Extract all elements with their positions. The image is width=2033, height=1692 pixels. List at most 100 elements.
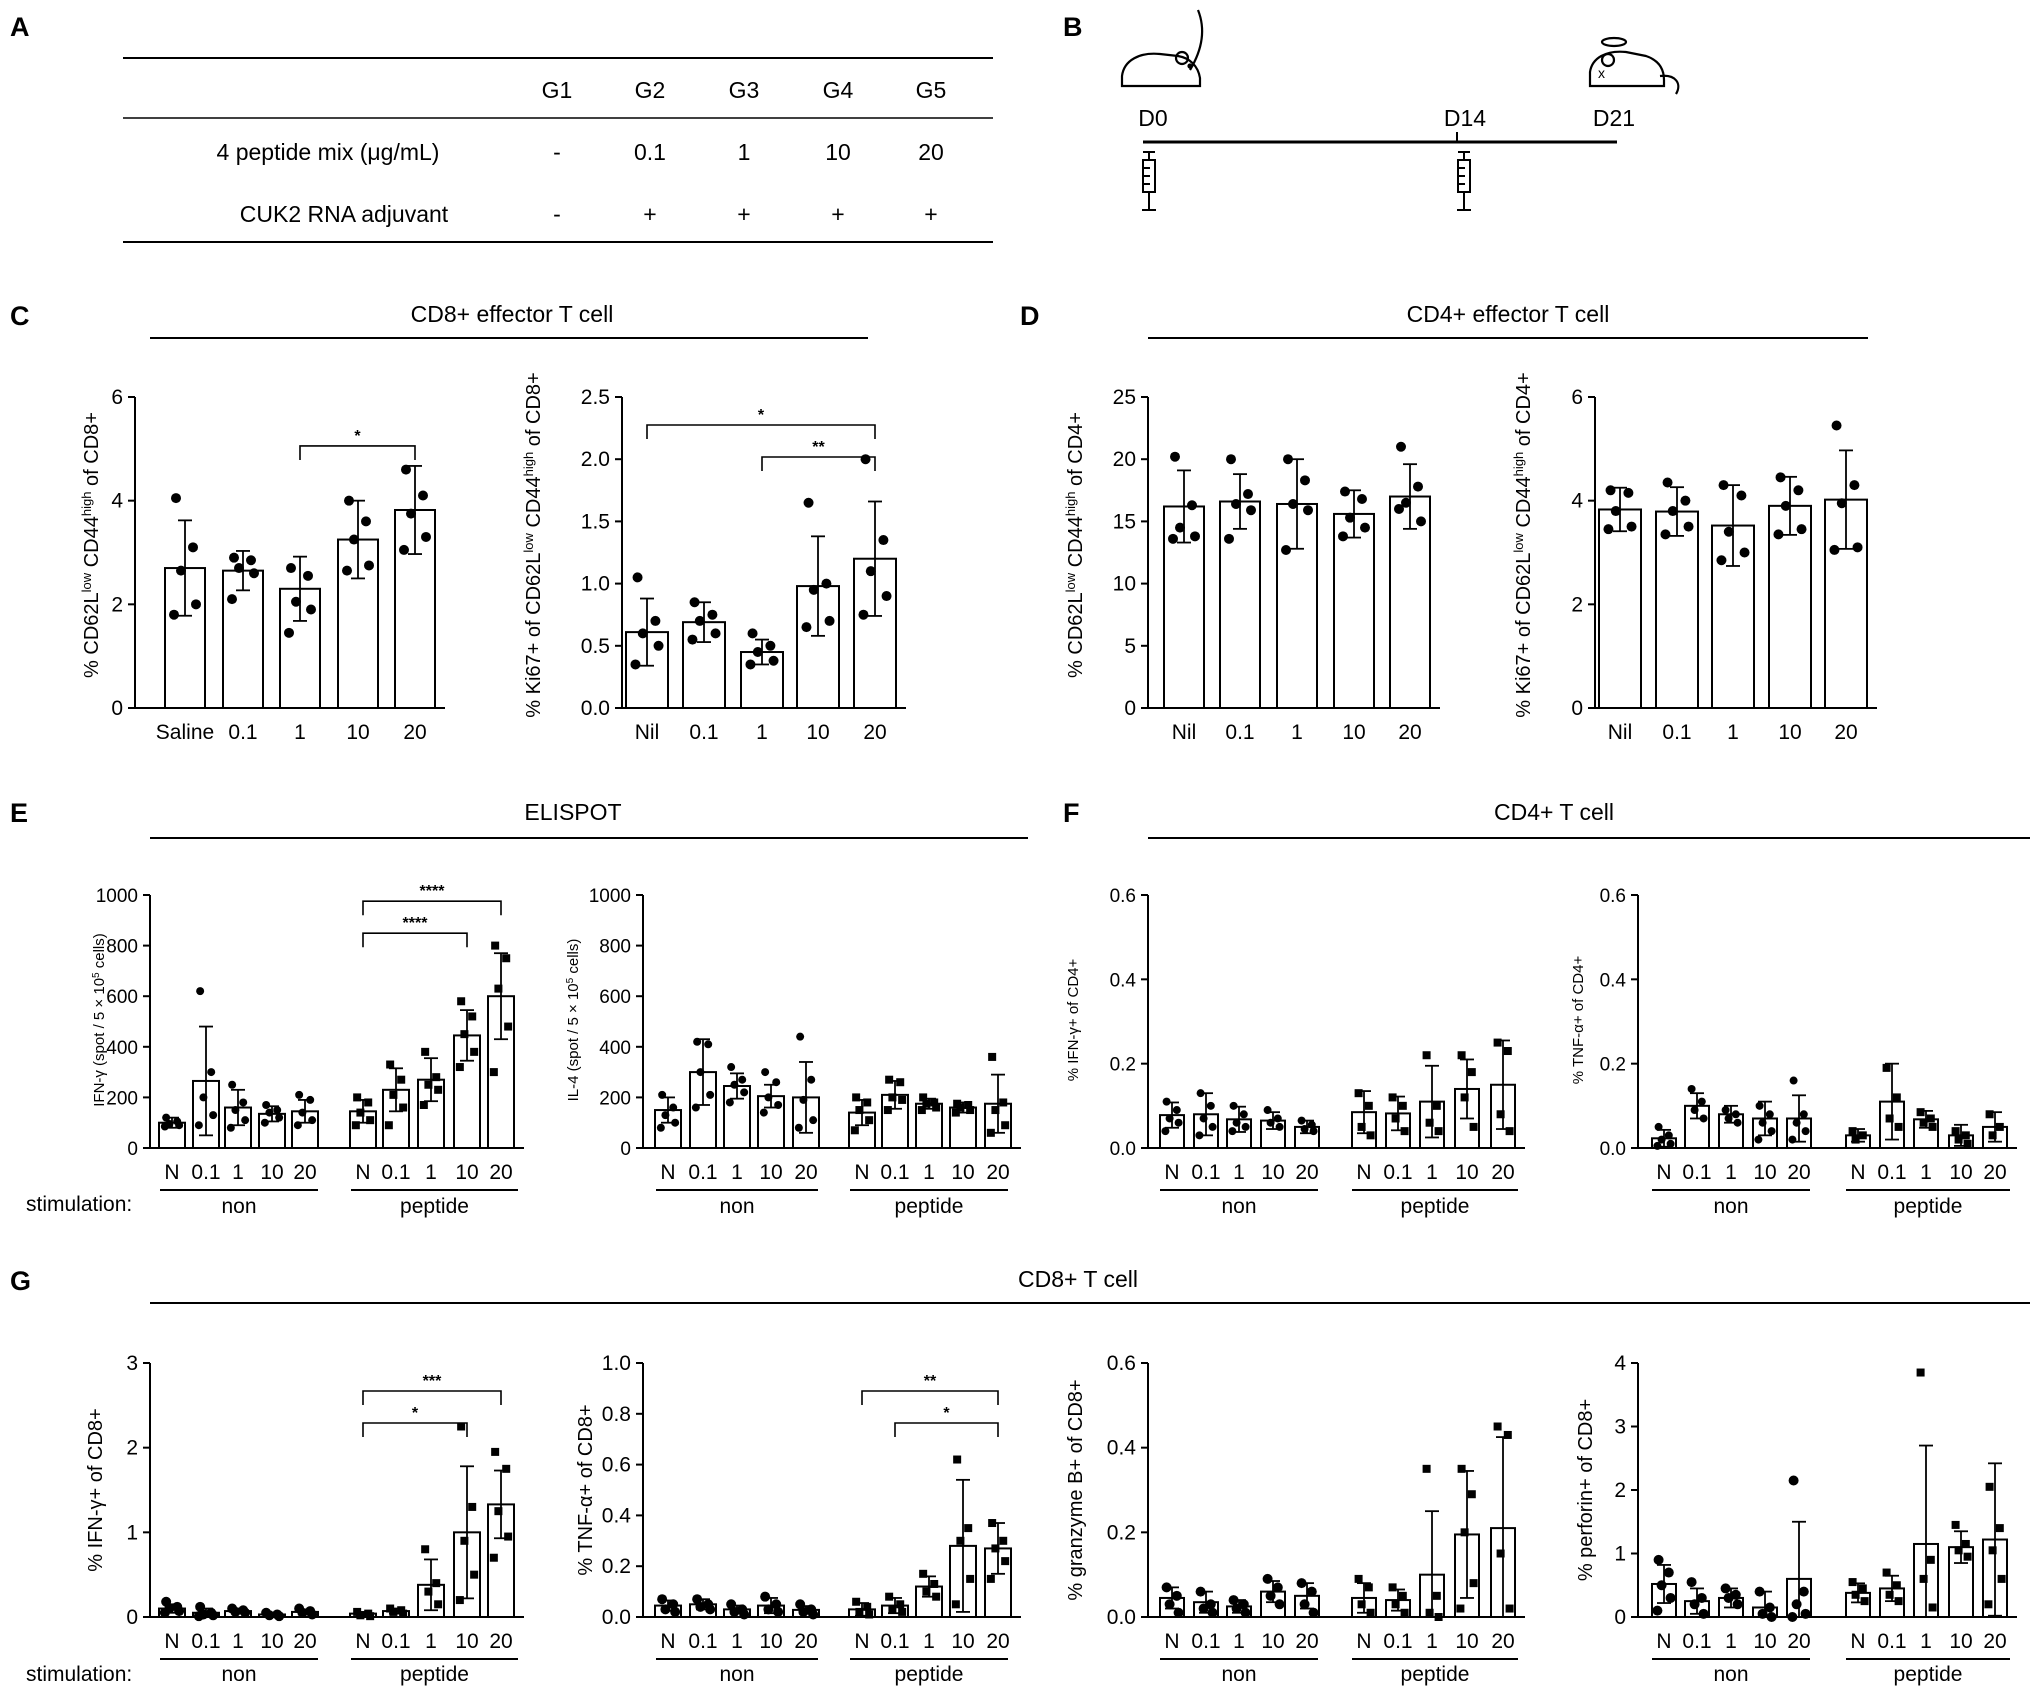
data-point <box>752 647 763 658</box>
data-point <box>389 1607 398 1616</box>
data-point <box>799 1095 808 1104</box>
data-point <box>293 1121 302 1130</box>
data-point <box>1401 497 1411 508</box>
data-point <box>504 1022 513 1031</box>
label-part: CD44 <box>1513 476 1535 533</box>
data-point <box>922 1099 931 1108</box>
data-point <box>670 1606 681 1617</box>
data-point <box>1664 1131 1673 1140</box>
data-point <box>773 1606 784 1617</box>
data-point <box>956 1103 965 1112</box>
data-point <box>1503 1047 1512 1056</box>
data-point <box>991 1544 1000 1553</box>
group-label: non <box>1713 1663 1748 1686</box>
data-point <box>455 1063 464 1072</box>
data-point <box>424 1080 433 1089</box>
data-point <box>264 1610 275 1621</box>
data-point <box>240 1607 251 1618</box>
panel-letter-f: F <box>1063 798 1080 828</box>
data-point <box>489 1553 498 1562</box>
data-point <box>706 1090 715 1099</box>
x-tick-label: N <box>1850 1161 1865 1184</box>
x-tick-label: 20 <box>489 1630 512 1653</box>
data-point <box>986 1574 995 1583</box>
x-tick-label: 1 <box>1426 1161 1438 1184</box>
syringe-icon <box>1457 151 1471 211</box>
data-point <box>419 1100 428 1109</box>
label-part: of CD4+ <box>1065 412 1087 491</box>
data-point <box>284 627 294 638</box>
table-col-g3: G3 <box>729 77 760 103</box>
data-point <box>738 1075 747 1084</box>
y-tick-label: 0 <box>620 1139 631 1160</box>
data-point <box>1457 1051 1466 1060</box>
label-part: % granzyme B+ of CD8+ <box>1065 1379 1087 1600</box>
data-point <box>1388 1583 1397 1592</box>
y-axis-label: % CD62Llow CD44high of CD4+ <box>1063 412 1088 678</box>
data-point <box>729 1606 740 1617</box>
data-point <box>1425 1118 1434 1127</box>
data-point <box>239 1098 248 1107</box>
data-point <box>919 1569 928 1578</box>
bar <box>1655 510 1699 709</box>
y-axis-label: % CD62Llow CD44high of CD8+ <box>79 412 104 678</box>
data-point <box>1680 495 1691 506</box>
bar <box>222 569 264 709</box>
data-point <box>160 1122 169 1131</box>
data-point <box>468 1012 477 1021</box>
x-tick-label: Nil <box>1608 721 1633 744</box>
group-label: non <box>719 1663 754 1686</box>
data-point <box>406 508 416 519</box>
data-point <box>1985 1110 1994 1119</box>
data-point <box>491 1447 500 1456</box>
x-tick-label: 10 <box>346 721 369 744</box>
data-point <box>1926 1555 1935 1564</box>
data-point <box>885 1075 894 1084</box>
significance-label: * <box>354 428 361 445</box>
data-point <box>1338 531 1348 542</box>
x-tick-label: N <box>660 1161 675 1184</box>
x-tick-label: N <box>1164 1161 1179 1184</box>
data-point <box>1792 1118 1801 1127</box>
data-point <box>964 1524 973 1533</box>
data-point <box>1432 1591 1441 1600</box>
data-point <box>1300 1125 1309 1134</box>
data-point <box>824 615 835 626</box>
y-tick-label: 6 <box>111 386 123 409</box>
data-point <box>1739 547 1750 558</box>
data-point <box>1699 1114 1708 1123</box>
chart-d-ki67-cd4: 0 2 4 6 % Ki67+ of CD62Llow CD44high of CD4+… <box>1511 372 1877 744</box>
data-point <box>171 493 181 504</box>
y-axis-label: % TNF-α+ of CD4+ <box>1570 956 1587 1085</box>
data-point <box>964 1100 973 1109</box>
x-tick-label: 20 <box>1834 721 1857 744</box>
x-tick-label: 0.1 <box>1383 1630 1412 1653</box>
data-point <box>1799 1110 1808 1119</box>
data-point <box>704 1040 713 1049</box>
data-point <box>1505 1604 1514 1613</box>
y-axis-label: IFN-γ (spot / 5 × 105 cells) <box>91 933 109 1107</box>
data-point <box>470 1570 479 1579</box>
x-tick-label: N <box>1656 1630 1671 1653</box>
data-point <box>1653 1141 1662 1150</box>
panel-letter-a: A <box>10 12 30 42</box>
x-tick-label: 10 <box>1342 721 1365 744</box>
data-point <box>1731 1110 1740 1119</box>
data-point <box>1689 1599 1700 1610</box>
data-point <box>389 1090 398 1099</box>
data-point <box>760 1591 771 1602</box>
data-point <box>1243 489 1253 500</box>
label-part: % TNF-α+ of CD8+ <box>575 1404 597 1575</box>
data-point <box>1793 485 1804 496</box>
data-point <box>637 628 648 639</box>
y-tick-label: 0.6 <box>1110 886 1136 907</box>
y-tick-label: 1 <box>1614 1543 1626 1566</box>
data-point <box>260 1118 269 1127</box>
data-point <box>694 615 705 626</box>
data-point <box>1246 505 1256 516</box>
data-point <box>1683 521 1694 532</box>
data-point <box>1623 487 1634 498</box>
data-point <box>1238 1599 1249 1610</box>
data-point <box>364 1098 373 1107</box>
data-point <box>306 1095 315 1104</box>
